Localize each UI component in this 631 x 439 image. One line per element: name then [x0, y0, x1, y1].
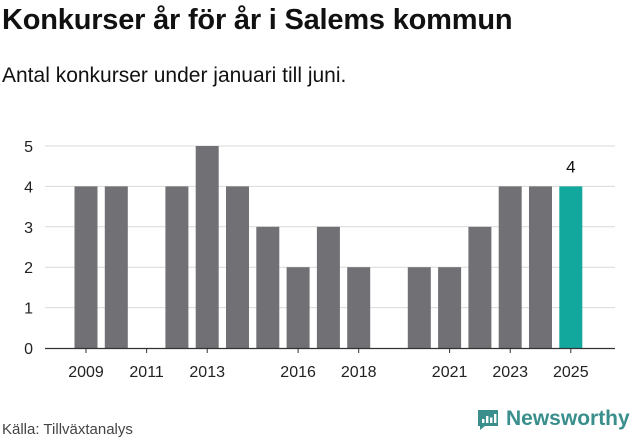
newsworthy-logo-icon	[478, 410, 498, 430]
y-tick-label: 0	[24, 341, 33, 358]
bar-2022	[468, 226, 492, 348]
y-axis-ticks: 0 1 2 3 4 5	[24, 139, 33, 358]
data-label-highlight: 4	[566, 157, 575, 176]
x-tick-label: 2018	[341, 364, 377, 381]
bar-2025	[559, 186, 583, 348]
bar-2023	[498, 186, 522, 348]
x-axis-ticks: 2009 2011 2013 2016 2018 2021 2023 2025	[68, 348, 589, 381]
y-tick-label: 4	[24, 179, 33, 196]
x-tick-label: 2023	[492, 364, 528, 381]
bar-2017	[316, 226, 340, 348]
y-tick-label: 5	[24, 139, 33, 156]
chart-title: Konkurser år för år i Salems kommun	[2, 4, 513, 36]
bar-2018	[347, 267, 371, 348]
y-tick-label: 3	[24, 220, 33, 237]
bar-2013	[195, 146, 219, 348]
x-tick-label: 2013	[189, 364, 225, 381]
x-tick-label: 2025	[553, 364, 589, 381]
bar-2015	[256, 226, 280, 348]
x-tick-label: 2011	[129, 364, 164, 381]
x-tick-label: 2009	[68, 364, 104, 381]
bars	[74, 146, 583, 348]
chart-subtitle: Antal konkurser under januari till juni.	[2, 64, 347, 87]
bar-2016	[286, 267, 310, 348]
data-labels: 4	[566, 157, 575, 176]
bar-2012	[165, 186, 189, 348]
bar-2010	[104, 186, 128, 348]
x-tick-label: 2021	[432, 364, 468, 381]
bar-2021	[438, 267, 462, 348]
bar-2024	[529, 186, 552, 348]
source-note: Källa: Tillväxtanalys	[2, 421, 133, 438]
bar-2009	[74, 186, 98, 348]
brand-name: Newsworthy	[506, 407, 630, 430]
brand-logo: Newsworthy	[476, 407, 630, 431]
bar-2014	[226, 186, 249, 348]
y-tick-label: 1	[24, 301, 33, 318]
y-tick-label: 2	[24, 260, 33, 277]
bar-2020	[407, 267, 431, 348]
x-tick-label: 2016	[280, 364, 316, 381]
